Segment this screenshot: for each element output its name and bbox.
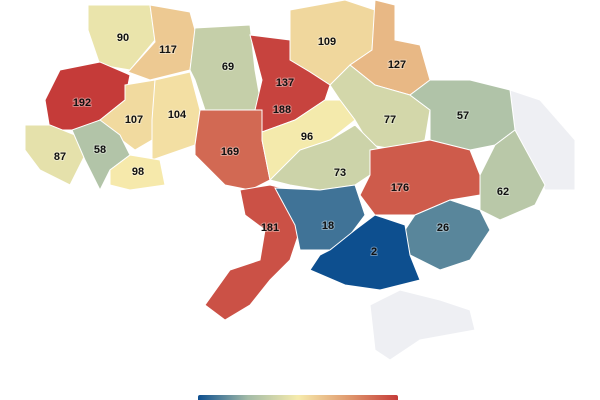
region-label: 109 — [318, 36, 336, 48]
region — [359, 139, 481, 216]
region-label: 90 — [117, 32, 129, 44]
region — [261, 99, 356, 182]
no-data-region — [369, 289, 476, 361]
no-data-regions — [369, 89, 576, 361]
region-label: 18 — [322, 220, 334, 232]
region-label: 96 — [301, 131, 313, 143]
color-bar — [198, 395, 398, 400]
region-label: 181 — [261, 222, 279, 234]
region-label: 73 — [334, 167, 346, 179]
region-label: 188 — [273, 104, 291, 116]
region-label: 192 — [73, 97, 91, 109]
region-label: 98 — [132, 166, 144, 178]
region-label: 137 — [276, 77, 294, 89]
region-label: 58 — [94, 144, 106, 156]
region-label: 62 — [497, 186, 509, 198]
region — [127, 4, 196, 81]
region-label: 26 — [437, 222, 449, 234]
region-label: 107 — [125, 114, 143, 126]
region-label: 169 — [221, 146, 239, 158]
region — [309, 214, 421, 291]
regions — [24, 0, 546, 321]
region — [24, 124, 86, 186]
labels: 90 117 69 109 127 192 107 104 137 188 77 57 87 58 98 16… — [53, 31, 510, 259]
region-label: 117 — [159, 44, 177, 56]
region-label: 77 — [384, 114, 396, 126]
region-label: 87 — [54, 151, 66, 163]
region-label: 104 — [168, 109, 187, 121]
region-label: 176 — [391, 182, 409, 194]
region-label: 2 — [371, 246, 377, 258]
region-label: 127 — [388, 59, 406, 71]
region-label: 57 — [457, 110, 469, 122]
region — [109, 154, 166, 191]
region-label: 69 — [222, 61, 234, 73]
